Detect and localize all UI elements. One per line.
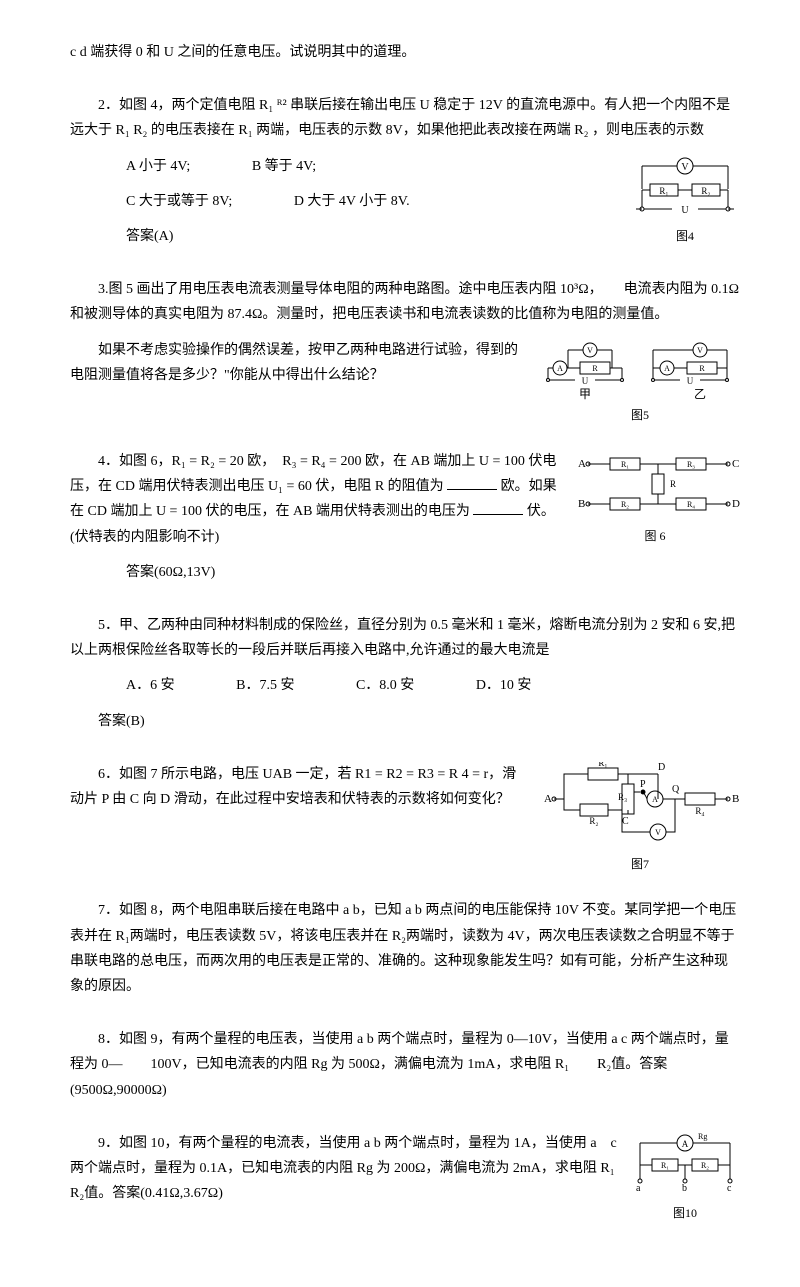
q5: 5．甲、乙两种由同种材料制成的保险丝，直径分别为 0.5 毫米和 1 毫米，熔断… [70, 613, 740, 744]
svg-text:R: R [592, 364, 598, 373]
svg-text:D: D [658, 762, 665, 773]
svg-text:U: U [582, 376, 589, 386]
q5-opt-c: C．8.0 安 [328, 673, 414, 698]
svg-text:D: D [732, 498, 740, 510]
q5-opt-b: B．7.5 安 [208, 673, 294, 698]
svg-text:V: V [587, 346, 593, 355]
q5-p: 5．甲、乙两种由同种材料制成的保险丝，直径分别为 0.5 毫米和 1 毫米，熔断… [70, 613, 740, 663]
q2-opt-c: C 大于或等于 8V; [98, 189, 232, 214]
q1-tail: c d 端获得 0 和 U 之间的任意电压。试说明其中的道理。 [70, 40, 740, 75]
svg-text:R₃: R₃ [687, 460, 695, 469]
svg-text:A: A [578, 458, 586, 470]
q8: 8．如图 9，有两个量程的电压表，当使用 a b 两个端点时，量程为 0—10V… [70, 1027, 740, 1113]
q7: 7．如图 8，两个电阻串联后接在电路中 a b，已知 a b 两点间的电压能保持… [70, 898, 740, 1009]
svg-text:C: C [622, 816, 629, 827]
svg-text:C: C [732, 458, 739, 470]
svg-text:R: R [670, 479, 676, 489]
svg-text:R₁: R₁ [661, 1161, 669, 1170]
q4-ans: 答案(60Ω,13V) [70, 560, 740, 585]
fig4-label: 图4 [630, 226, 740, 248]
q5-opts: A．6 安 B．7.5 安 C．8.0 安 D．10 安 [70, 673, 740, 698]
svg-text:R₂: R₂ [701, 1161, 709, 1170]
q2-opt-d: D 大于 4V 小于 8V. [266, 189, 410, 214]
q3: 3.图 5 画出了用电压表电流表测量导体电阻的两种电路图。途中电压表内阻 10³… [70, 277, 740, 431]
svg-text:U: U [687, 376, 694, 386]
svg-text:R₂: R₂ [701, 186, 710, 196]
svg-text:R₄: R₄ [695, 806, 704, 816]
q4: A C B D R₁ R₃ R₂ R₄ R 图 6 4．如图 6，R₁ = [70, 449, 740, 595]
svg-text:A: A [682, 1139, 689, 1149]
svg-text:Q: Q [672, 784, 680, 795]
svg-text:R: R [699, 364, 705, 373]
fig6: A C B D R₁ R₃ R₂ R₄ R 图 6 [570, 449, 740, 548]
q7-p: 7．如图 8，两个电阻串联后接在电路中 a b，已知 a b 两点间的电压能保持… [70, 898, 740, 999]
fig5-label: 图5 [540, 405, 740, 427]
fig7: A B R₁ D R₂ R₃ P C A [540, 762, 740, 876]
q3-p1: 3.图 5 画出了用电压表电流表测量导体电阻的两种电路图。途中电压表内阻 10³… [70, 277, 740, 327]
q1-text: c d 端获得 0 和 U 之间的任意电压。试说明其中的道理。 [70, 40, 740, 65]
fig7-label: 图7 [540, 854, 740, 876]
q8-p: 8．如图 9，有两个量程的电压表，当使用 a b 两个端点时，量程为 0—10V… [70, 1027, 740, 1103]
svg-text:R₁: R₁ [659, 186, 668, 196]
blank1 [447, 475, 497, 490]
svg-text:a: a [636, 1183, 641, 1194]
svg-text:V: V [655, 828, 661, 837]
q6: A B R₁ D R₂ R₃ P C A [70, 762, 740, 881]
svg-text:A: A [557, 364, 563, 373]
svg-text:A: A [664, 364, 670, 373]
svg-text:R₂: R₂ [621, 500, 629, 509]
q2-opt-a: A 小于 4V; [98, 154, 190, 179]
svg-text:Rg: Rg [698, 1132, 707, 1141]
fig5-sub-b: 乙 [694, 387, 706, 401]
svg-text:R₄: R₄ [687, 500, 695, 509]
q5-opt-d: D．10 安 [448, 673, 532, 698]
fig10-label: 图10 [630, 1203, 740, 1225]
svg-text:B: B [732, 793, 739, 805]
svg-text:B: B [578, 498, 585, 510]
svg-text:V: V [681, 162, 689, 173]
fig5-sub-a: 甲 [579, 387, 591, 401]
svg-text:A: A [544, 793, 552, 805]
q9: A Rg R₁ R₂ a b c 图10 9．如图 10，有两个量程的电流表，当… [70, 1131, 740, 1230]
svg-text:c: c [727, 1183, 732, 1194]
q2-text: 2．如图 4，两个定值电阻 R₁ ᴿ² 串联后接在输出电压 U 稳定于 12V … [70, 93, 740, 143]
svg-text:P: P [640, 779, 646, 790]
fig6-label: 图 6 [570, 526, 740, 548]
blank2 [473, 500, 523, 515]
fig10: A Rg R₁ R₂ a b c 图10 [630, 1131, 740, 1225]
svg-text:A: A [652, 795, 658, 804]
svg-text:V: V [697, 346, 703, 355]
svg-text:U: U [681, 205, 689, 216]
q5-ans: 答案(B) [70, 709, 740, 734]
fig5: V A R U V A R U [540, 338, 740, 427]
fig4: V R₁ R₂ U 图4 [630, 154, 740, 248]
q2-opt-b: B 等于 4V; [224, 154, 316, 179]
svg-text:R₁: R₁ [598, 762, 607, 768]
svg-text:R₁: R₁ [621, 460, 629, 469]
svg-text:R₃: R₃ [618, 792, 627, 802]
svg-text:R₂: R₂ [589, 816, 598, 826]
q2: 2．如图 4，两个定值电阻 R₁ ᴿ² 串联后接在输出电压 U 稳定于 12V … [70, 93, 740, 259]
svg-text:b: b [682, 1183, 687, 1194]
q5-opt-a: A．6 安 [98, 673, 175, 698]
